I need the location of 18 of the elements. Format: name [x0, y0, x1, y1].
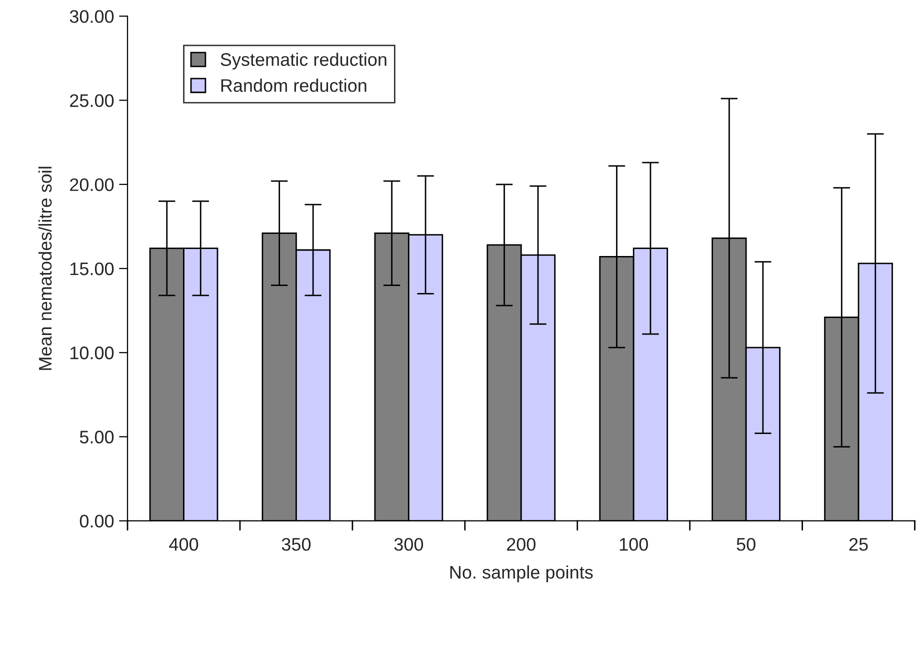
y-tick-label: 20.00: [70, 178, 114, 192]
y-tick-label: 30.00: [70, 10, 114, 23]
x-tick-label: 400: [169, 538, 198, 551]
x-tick-label: 350: [282, 538, 311, 551]
y-tick-label: 25.00: [70, 94, 114, 108]
x-tick-label: 300: [394, 538, 424, 551]
y-tick-label: 0.00: [80, 514, 114, 528]
x-tick-label: 50: [736, 538, 756, 551]
legend-label: Systematic reduction: [220, 52, 386, 70]
y-tick-label: 5.00: [80, 430, 114, 444]
x-tick-label: 25: [849, 538, 868, 551]
x-tick-label: 200: [506, 538, 536, 551]
legend-label: Random reduction: [221, 78, 366, 92]
y-tick-label: 10.00: [70, 346, 114, 360]
y-axis-title: Mean nematodes/litre soil: [38, 166, 52, 370]
x-axis-title: No. sample points: [450, 565, 593, 582]
y-tick-label: 15.00: [70, 262, 114, 276]
x-tick-label: 100: [620, 538, 648, 551]
